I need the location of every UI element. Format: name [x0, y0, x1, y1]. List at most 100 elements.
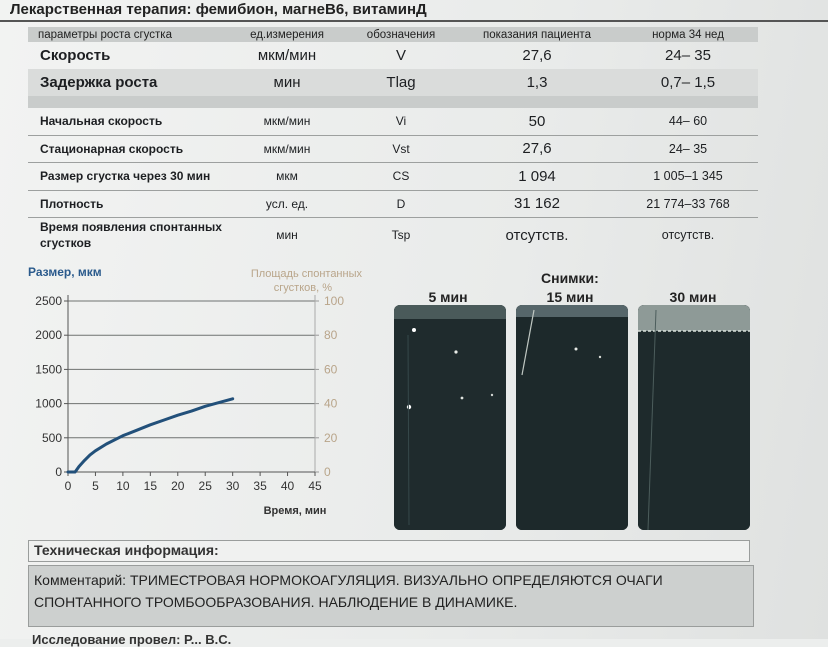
x-tick-label: 35: [253, 479, 267, 493]
table-separator: [28, 96, 758, 108]
param-symbol: Vi: [346, 108, 456, 136]
col-header-unit: ед.измерения: [228, 27, 346, 42]
comment-box: Комментарий: ТРИМЕСТРОВАЯ НОРМОКОАГУЛЯЦИ…: [28, 565, 754, 627]
spontaneous-clot-dot: [460, 396, 464, 400]
table-row: Стационарная скорость мкм/мин Vst 27,6 2…: [28, 135, 758, 163]
param-symbol: D: [346, 190, 456, 218]
clot-growth-chart: Размер, мкм Площадь спонтанных сгустков, %…: [28, 265, 363, 517]
param-unit: мкм: [228, 162, 346, 191]
table-row: Время появления спонтанных сгустков мин …: [28, 218, 758, 253]
technical-info-header: Техническая информация:: [28, 540, 750, 562]
image-time-label: 15 мин: [546, 289, 594, 305]
spontaneous-clot-dot: [490, 393, 494, 397]
x-tick-label: 15: [144, 479, 158, 493]
clot-image-5min: [394, 305, 506, 530]
spontaneous-clot-dot: [598, 355, 602, 359]
title-divider: [0, 20, 828, 22]
x-axis-label: Время, мин: [264, 505, 327, 517]
y2-axis-label: Площадь спонтанных: [251, 268, 363, 280]
x-tick-label: 10: [116, 479, 130, 493]
y-tick-label: 0: [55, 465, 62, 479]
param-symbol: Tlag: [346, 69, 456, 96]
param-unit: мин: [276, 228, 298, 242]
technical-info-title: Техническая информация:: [34, 542, 219, 558]
param-name: Скорость: [40, 47, 111, 64]
param-name: Плотность: [28, 190, 228, 218]
y-tick-label: 2500: [35, 294, 62, 308]
y2-tick-label: 40: [324, 397, 338, 411]
col-header-norm: норма 34 нед: [618, 27, 758, 42]
norm-value: отсутств.: [661, 228, 715, 242]
y2-axis-label: сгустков, %: [274, 282, 332, 294]
x-tick-label: 25: [199, 479, 213, 493]
y-tick-label: 1500: [35, 362, 62, 376]
param-symbol: V: [395, 47, 406, 64]
param-name: Задержка роста: [28, 69, 228, 96]
param-unit: мкм/мин: [257, 47, 317, 64]
col-header-parameter: параметры роста сгустка: [28, 27, 228, 42]
param-name: Начальная скорость: [28, 108, 228, 136]
therapy-title: Лекарственная терапия: фемибион, магнеВ6…: [10, 1, 427, 18]
patient-value: 27,6: [456, 135, 618, 163]
y-tick-label: 2000: [35, 328, 62, 342]
norm-value: 24– 35: [618, 135, 758, 163]
y-axis-label: Размер, мкм: [28, 265, 102, 279]
table-row: Начальная скорость мкм/мин Vi 50 44– 60: [28, 108, 758, 136]
x-tick-label: 40: [281, 479, 295, 493]
param-symbol: Tsp: [391, 228, 411, 242]
y2-tick-label: 100: [324, 294, 344, 308]
param-name: Время появления спонтанных сгустков: [40, 220, 222, 250]
y2-tick-label: 20: [324, 431, 338, 445]
norm-value: 44– 60: [618, 108, 758, 136]
col-header-symbol: обозначения: [346, 27, 456, 42]
spontaneous-clot-dot: [406, 404, 412, 410]
x-tick-label: 5: [92, 479, 99, 493]
param-unit: мкм/мин: [228, 135, 346, 163]
table-row: Скорость мкм/мин V 27,6 24– 35: [28, 42, 758, 69]
param-name: Размер сгустка через 30 мин: [28, 162, 228, 191]
clot-image-15min: [516, 305, 628, 530]
x-tick-label: 45: [308, 479, 322, 493]
y2-tick-label: 80: [324, 328, 338, 342]
y-tick-label: 1000: [35, 397, 62, 411]
clot-size-line: [66, 397, 235, 474]
patient-value: 1 094: [456, 162, 618, 191]
researcher-line-partial: Исследование провел: Р... В.С.: [32, 632, 232, 647]
norm-value: 24– 35: [665, 47, 711, 64]
patient-value: отсутств.: [505, 226, 569, 244]
x-tick-label: 20: [171, 479, 185, 493]
col-header-patient: показания пациента: [456, 27, 618, 42]
norm-value: 0,7– 1,5: [618, 69, 758, 96]
param-symbol: CS: [346, 162, 456, 191]
spontaneous-clot-dot: [412, 328, 416, 332]
param-unit: мин: [228, 69, 346, 96]
param-unit: мкм/мин: [228, 108, 346, 136]
y2-tick-label: 60: [324, 362, 338, 376]
comment-line: СПОНТАННОГО ТРОМБООБРАЗОВАНИЯ. НАБЛЮДЕНИ…: [34, 594, 518, 610]
patient-value: 31 162: [456, 190, 618, 218]
y2-tick-label: 0: [324, 465, 331, 479]
parameters-table: параметры роста сгустка ед.измерения обо…: [28, 27, 758, 252]
clot-image-30min: [638, 305, 750, 530]
norm-value: 1 005–1 345: [618, 162, 758, 191]
spontaneous-clot-dot: [574, 347, 578, 351]
param-symbol: Vst: [346, 135, 456, 163]
patient-value: 1,3: [456, 69, 618, 96]
images-label: Снимки:: [541, 270, 599, 286]
patient-value: 50: [456, 108, 618, 136]
norm-value: 21 774–33 768: [618, 190, 758, 218]
param-unit: усл. ед.: [228, 190, 346, 218]
table-row: Задержка роста мин Tlag 1,3 0,7– 1,5: [28, 69, 758, 96]
spontaneous-clot-dot: [454, 350, 458, 354]
patient-value: 27,6: [522, 47, 552, 64]
image-time-label: 30 мин: [669, 289, 717, 305]
comment-line: Комментарий: ТРИМЕСТРОВАЯ НОРМОКОАГУЛЯЦИ…: [34, 572, 663, 588]
x-tick-label: 30: [226, 479, 240, 493]
table-header-row: параметры роста сгустка ед.измерения обо…: [28, 27, 758, 42]
table-row: Размер сгустка через 30 мин мкм CS 1 094…: [28, 162, 758, 191]
x-tick-label: 0: [65, 479, 72, 493]
y-tick-label: 500: [42, 431, 62, 445]
image-time-label: 5 мин: [428, 289, 468, 305]
param-name: Стационарная скорость: [28, 135, 228, 163]
